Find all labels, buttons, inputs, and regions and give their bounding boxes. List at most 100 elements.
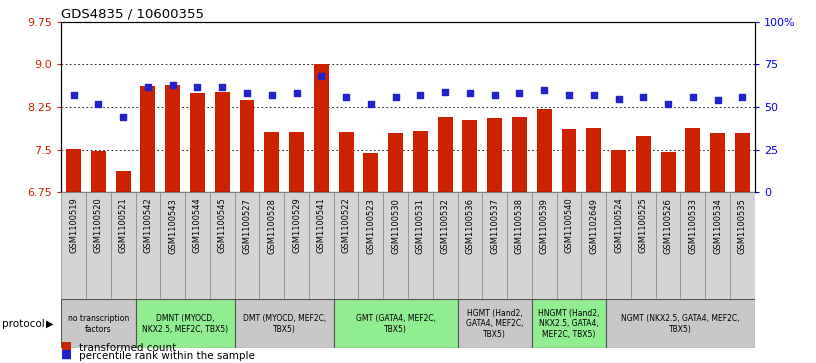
Bar <box>215 92 229 192</box>
Text: GSM1102649: GSM1102649 <box>589 198 598 254</box>
Bar <box>384 192 408 299</box>
Bar <box>587 128 601 192</box>
Bar <box>582 192 606 299</box>
Bar <box>681 192 705 299</box>
Point <box>414 92 427 98</box>
Text: GSM1100520: GSM1100520 <box>94 198 103 253</box>
Bar <box>235 299 334 348</box>
Point <box>711 97 724 103</box>
Text: GSM1100526: GSM1100526 <box>663 198 672 254</box>
Bar <box>631 192 656 299</box>
Point <box>636 94 650 100</box>
Bar <box>165 85 180 192</box>
Text: GSM1100528: GSM1100528 <box>268 198 277 254</box>
Text: GSM1100521: GSM1100521 <box>118 198 127 253</box>
Bar <box>705 192 730 299</box>
Bar <box>661 152 676 192</box>
Bar <box>656 192 681 299</box>
Text: GSM1100545: GSM1100545 <box>218 198 227 253</box>
Bar <box>135 192 160 299</box>
Bar <box>735 133 750 192</box>
Bar <box>339 131 353 192</box>
Point <box>588 92 601 98</box>
Text: protocol: protocol <box>2 319 44 329</box>
Point <box>141 84 154 90</box>
Text: GSM1100540: GSM1100540 <box>565 198 574 253</box>
Bar <box>259 192 284 299</box>
Text: GSM1100523: GSM1100523 <box>366 198 375 254</box>
Bar <box>135 299 235 348</box>
Bar <box>61 299 135 348</box>
Text: GSM1100534: GSM1100534 <box>713 198 722 254</box>
Text: GSM1100542: GSM1100542 <box>144 198 153 253</box>
Text: GSM1100531: GSM1100531 <box>416 198 425 254</box>
Text: GSM1100543: GSM1100543 <box>168 198 177 254</box>
Point <box>241 90 254 96</box>
Bar <box>507 192 532 299</box>
Text: GSM1100536: GSM1100536 <box>465 198 474 254</box>
Point <box>215 84 228 90</box>
Text: percentile rank within the sample: percentile rank within the sample <box>79 351 255 361</box>
Text: GSM1100544: GSM1100544 <box>193 198 202 253</box>
Bar <box>61 192 86 299</box>
Bar <box>358 192 384 299</box>
Bar <box>66 148 81 192</box>
Point <box>488 92 501 98</box>
Point <box>166 82 180 88</box>
Text: GDS4835 / 10600355: GDS4835 / 10600355 <box>61 8 204 21</box>
Point <box>191 84 204 90</box>
Bar <box>284 192 309 299</box>
Bar <box>458 299 532 348</box>
Bar <box>314 64 329 192</box>
Bar <box>160 192 185 299</box>
Bar <box>190 93 205 192</box>
Bar <box>140 86 155 192</box>
Bar <box>557 192 581 299</box>
Text: GSM1100519: GSM1100519 <box>69 198 78 253</box>
Text: GSM1100541: GSM1100541 <box>317 198 326 253</box>
Text: ■: ■ <box>61 340 73 353</box>
Point <box>92 101 105 107</box>
Bar <box>730 192 755 299</box>
Text: ▶: ▶ <box>46 319 53 329</box>
Point <box>315 73 328 79</box>
Text: GSM1100527: GSM1100527 <box>242 198 251 254</box>
Bar <box>611 150 626 192</box>
Point <box>463 90 477 96</box>
Bar <box>432 192 458 299</box>
Text: GSM1100530: GSM1100530 <box>391 198 400 254</box>
Bar <box>116 171 131 192</box>
Point <box>662 101 675 107</box>
Text: GSM1100532: GSM1100532 <box>441 198 450 254</box>
Text: DMT (MYOCD, MEF2C,
TBX5): DMT (MYOCD, MEF2C, TBX5) <box>242 314 326 334</box>
Point <box>736 94 749 100</box>
Bar <box>111 192 135 299</box>
Text: GSM1100529: GSM1100529 <box>292 198 301 253</box>
Bar <box>408 192 432 299</box>
Bar <box>532 299 606 348</box>
Bar <box>512 117 527 192</box>
Text: GSM1100535: GSM1100535 <box>738 198 747 254</box>
Bar <box>240 100 255 192</box>
Point <box>686 94 699 100</box>
Point <box>364 101 377 107</box>
Bar <box>636 136 650 192</box>
Point <box>439 89 452 95</box>
Bar <box>334 192 358 299</box>
Text: GSM1100522: GSM1100522 <box>342 198 351 253</box>
Point <box>538 87 551 93</box>
Point <box>612 96 625 102</box>
Text: GSM1100524: GSM1100524 <box>614 198 623 253</box>
Bar <box>463 119 477 192</box>
Point <box>339 94 353 100</box>
Bar <box>185 192 210 299</box>
Text: DMNT (MYOCD,
NKX2.5, MEF2C, TBX5): DMNT (MYOCD, NKX2.5, MEF2C, TBX5) <box>142 314 228 334</box>
Bar <box>210 192 235 299</box>
Text: NGMT (NKX2.5, GATA4, MEF2C,
TBX5): NGMT (NKX2.5, GATA4, MEF2C, TBX5) <box>621 314 740 334</box>
Point <box>117 114 130 120</box>
Bar <box>537 109 552 192</box>
Text: transformed count: transformed count <box>79 343 176 353</box>
Point <box>265 92 278 98</box>
Bar <box>458 192 482 299</box>
Bar <box>413 131 428 192</box>
